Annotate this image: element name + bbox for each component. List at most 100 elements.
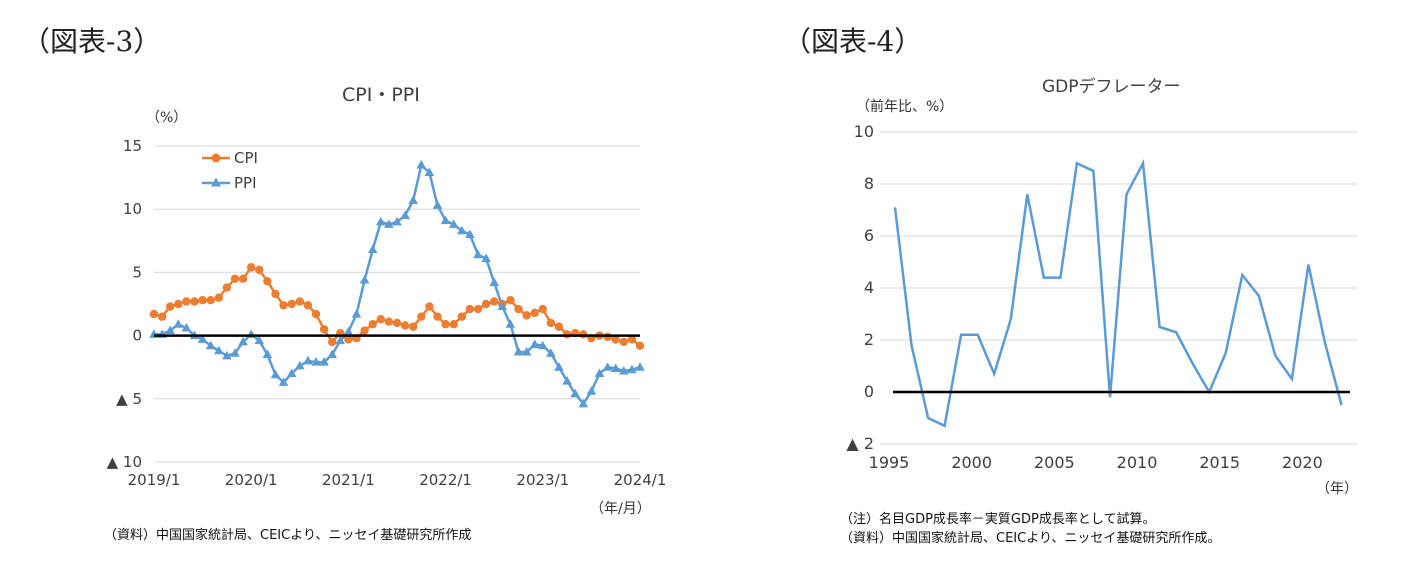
ppi-point	[238, 336, 248, 346]
legend-marker-ppi	[211, 177, 221, 187]
cpi-ppi-y-tick-label: ▲ 5	[116, 390, 142, 408]
cpi-point	[457, 312, 466, 321]
ppi-point	[367, 244, 378, 254]
gdp-y-tick-label: 4	[864, 278, 874, 297]
cpi-point	[392, 318, 402, 328]
ppi-point	[473, 249, 483, 259]
ppi-point	[538, 340, 548, 350]
ppi-point	[529, 339, 540, 348]
ppi-point	[432, 200, 443, 209]
gdp-x-tick-label: 2005	[1034, 453, 1075, 472]
gdp-x-tick-label: 2000	[951, 453, 992, 472]
gdp-deflator-unit-label: （前年比、%）	[856, 99, 954, 115]
cpi-point	[579, 330, 588, 339]
ppi-point	[610, 363, 621, 372]
gdp-deflator-line	[893, 158, 1343, 428]
cpi-point	[182, 297, 191, 306]
cpi-point	[522, 311, 531, 320]
cpi-point	[465, 304, 475, 314]
cpi-point	[538, 304, 547, 314]
cpi-ppi-source-note: （資料）中国国家統計局、CEICより、ニッセイ基礎研究所作成	[104, 528, 472, 543]
gdp-x-tick-label: 1995	[869, 453, 910, 472]
cpi-point	[166, 302, 175, 311]
cpi-point	[311, 309, 321, 319]
ppi-point	[214, 345, 224, 355]
legend-label-ppi: PPI	[234, 174, 257, 192]
gdp-x-tick-label: 2010	[1117, 453, 1158, 472]
cpi-point	[206, 296, 215, 305]
ppi-point	[602, 362, 613, 371]
ppi-point	[465, 229, 475, 238]
cpi-point	[255, 265, 264, 275]
ppi-point	[181, 323, 192, 332]
ppi-point	[286, 368, 297, 378]
cpi-ppi-x-tick-label: 2020/1	[225, 471, 278, 489]
ppi-point	[570, 388, 580, 398]
cpi-point	[263, 277, 272, 286]
ppi-point	[400, 210, 410, 220]
gdp-y-tick-label: 6	[864, 226, 874, 245]
ppi-point	[376, 216, 386, 226]
ppi-point	[513, 347, 524, 356]
cpi-point	[473, 304, 483, 314]
ppi-point	[562, 376, 572, 385]
cpi-point	[425, 302, 434, 311]
figure-label-4: （図表-4）	[783, 25, 923, 58]
cpi-ppi-x-tick-label: 2022/1	[419, 471, 472, 489]
gdp-y-tick-label: ▲ 2	[846, 434, 874, 453]
cpi-point	[603, 332, 612, 342]
ppi-point	[440, 215, 451, 225]
cpi-point	[481, 299, 491, 309]
ppi-point	[627, 364, 637, 374]
cpi-point	[344, 335, 353, 344]
ppi-point	[554, 362, 564, 371]
gdp-deflator-chart-title: GDPデフレーター	[1042, 77, 1181, 97]
ppi-point	[448, 219, 459, 228]
gdp-y-tick-label: 8	[864, 174, 874, 193]
gdp-y-tick-label: 0	[864, 382, 874, 401]
ppi-point	[335, 335, 346, 345]
gdp-x-tick-label: 2020	[1282, 453, 1323, 472]
cpi-ppi-xunit-label: （年/月）	[590, 501, 651, 517]
cpi-ppi-x-tick-label: 2024/1	[614, 471, 667, 489]
cpi-point	[433, 312, 442, 321]
ppi-point	[521, 347, 532, 356]
cpi-point	[530, 308, 539, 318]
cpi-ppi-y-tick-label: 5	[132, 263, 142, 281]
ppi-point	[586, 386, 597, 395]
ppi-point	[165, 325, 175, 335]
cpi-point	[376, 314, 385, 324]
cpi-ppi-x-tick-label: 2023/1	[516, 471, 569, 489]
ppi-point	[278, 377, 289, 386]
cpi-point	[238, 274, 248, 283]
ppi-point	[351, 309, 362, 318]
ppi-point	[205, 340, 216, 350]
ppi-point	[619, 365, 629, 375]
cpi-ppi-y-tick-label: 15	[123, 137, 142, 155]
ppi-point	[343, 326, 354, 336]
ppi-point	[546, 348, 556, 357]
cpi-point	[635, 341, 645, 350]
ppi-point	[262, 349, 273, 359]
ppi-point	[254, 335, 265, 345]
cpi-ppi-x-tick-label: 2021/1	[322, 471, 375, 489]
cpi-point	[449, 320, 458, 329]
ppi-point	[505, 319, 516, 328]
cpi-point	[490, 297, 499, 306]
cpi-point	[328, 337, 337, 347]
cpi-point	[554, 322, 564, 331]
cpi-point	[287, 299, 296, 309]
cpi-ppi-y-tick-label: ▲ 10	[107, 453, 142, 471]
figure-label-3: （図表-3）	[22, 25, 162, 58]
cpi-point	[214, 293, 223, 302]
cpi-point	[230, 274, 240, 283]
ppi-point	[270, 369, 281, 379]
cpi-point	[271, 289, 280, 299]
gdp-deflator-source-note: （資料）中国国家統計局、CEICより、ニッセイ基礎研究所作成。	[840, 531, 1221, 546]
cpi-point	[295, 297, 304, 306]
ppi-point	[578, 398, 589, 408]
cpi-point	[190, 297, 199, 306]
cpi-point	[149, 309, 159, 319]
